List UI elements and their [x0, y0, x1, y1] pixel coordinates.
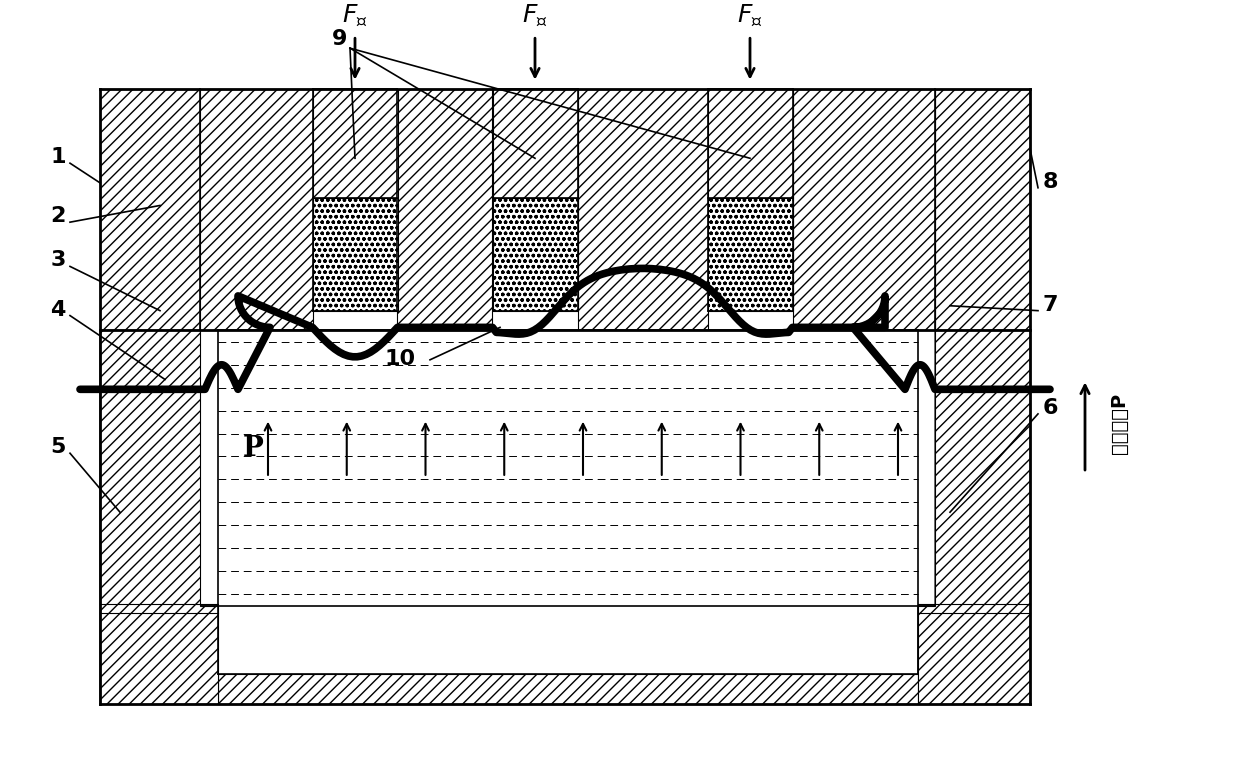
Text: 9: 9: [332, 30, 347, 49]
Bar: [312, 198, 398, 311]
Polygon shape: [218, 675, 918, 704]
Polygon shape: [100, 330, 218, 704]
Text: 4: 4: [51, 299, 66, 320]
Text: $F_{压}$: $F_{压}$: [738, 3, 763, 29]
Bar: [492, 89, 578, 198]
Bar: [578, 89, 708, 330]
Bar: [218, 330, 918, 606]
Text: $F_{压}$: $F_{压}$: [522, 3, 548, 29]
Text: 8: 8: [1043, 172, 1058, 192]
Bar: [708, 89, 792, 198]
Text: 2: 2: [51, 206, 66, 226]
Polygon shape: [918, 330, 1030, 704]
Text: P: P: [243, 435, 263, 462]
Text: 7: 7: [1043, 295, 1058, 315]
Polygon shape: [935, 89, 1030, 330]
Polygon shape: [100, 89, 200, 330]
Text: $F_{压}$: $F_{压}$: [342, 3, 368, 29]
Bar: [492, 198, 578, 311]
Bar: [708, 198, 792, 311]
Bar: [312, 89, 398, 198]
Polygon shape: [100, 330, 218, 704]
Polygon shape: [918, 330, 1030, 704]
Bar: [398, 89, 492, 330]
Text: 6: 6: [1043, 398, 1058, 418]
Text: 液室压力P: 液室压力P: [1110, 393, 1128, 454]
Text: 5: 5: [51, 437, 66, 457]
Bar: [200, 89, 312, 330]
Text: 3: 3: [51, 250, 66, 271]
Text: 1: 1: [51, 147, 66, 168]
Text: 10: 10: [384, 349, 415, 368]
Bar: [792, 89, 935, 330]
